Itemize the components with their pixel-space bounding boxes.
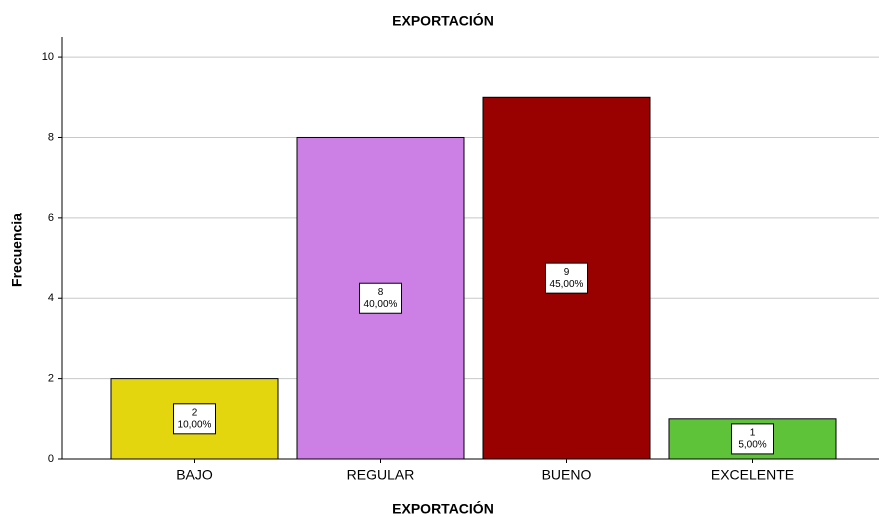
x-tick-label: BAJO bbox=[176, 467, 213, 483]
y-tick-label: 8 bbox=[48, 131, 54, 143]
x-tick-label: REGULAR bbox=[347, 467, 415, 483]
percent-label: 40,00% bbox=[364, 299, 398, 310]
percent-label: 45,00% bbox=[550, 279, 584, 290]
x-axis-label: EXPORTACIÓN bbox=[392, 500, 494, 517]
y-tick-label: 0 bbox=[48, 453, 54, 465]
data-label: 9 bbox=[564, 267, 570, 278]
label-box bbox=[731, 423, 774, 455]
y-tick-label: 10 bbox=[42, 51, 54, 63]
percent-label: 5,00% bbox=[738, 440, 766, 451]
data-label: 8 bbox=[378, 287, 384, 298]
percent-label: 10,00% bbox=[178, 419, 212, 430]
y-tick-label: 6 bbox=[48, 212, 54, 224]
label-box bbox=[359, 282, 402, 314]
label-box bbox=[545, 262, 588, 294]
x-tick-label: BUENO bbox=[542, 467, 592, 483]
y-tick-label: 4 bbox=[48, 292, 54, 304]
data-label: 2 bbox=[192, 407, 198, 418]
chart-title: EXPORTACIÓN bbox=[392, 12, 494, 29]
x-tick-label: EXCELENTE bbox=[711, 467, 794, 483]
y-axis-label: Frecuencia bbox=[9, 213, 25, 287]
data-label: 1 bbox=[750, 428, 756, 439]
label-box bbox=[173, 403, 216, 435]
y-tick-label: 2 bbox=[48, 373, 54, 385]
